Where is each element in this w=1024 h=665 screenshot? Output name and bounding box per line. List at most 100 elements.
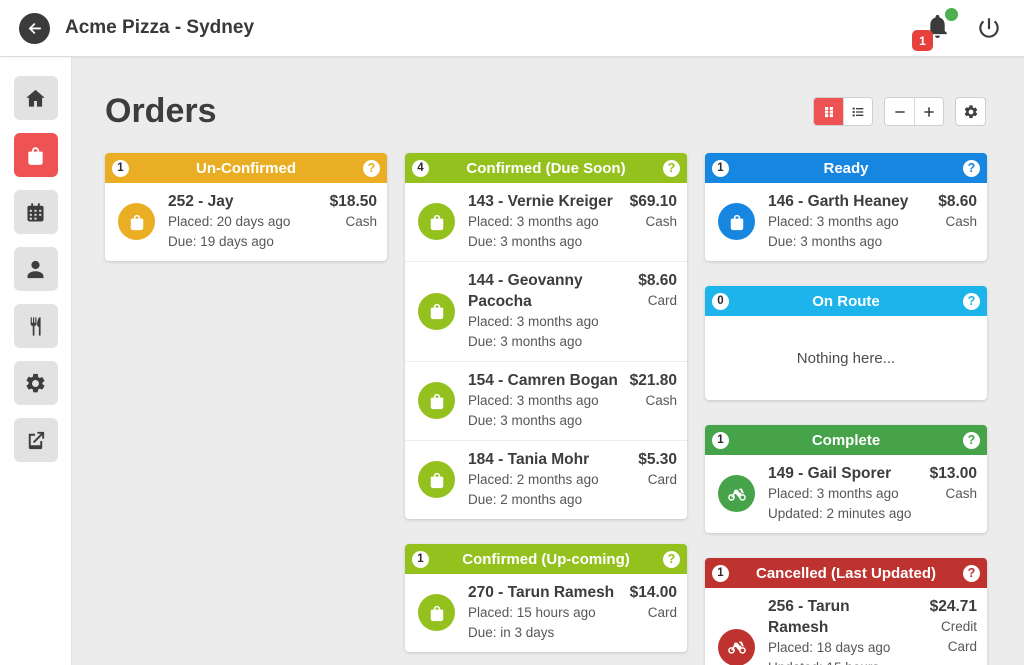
gear-icon bbox=[24, 372, 47, 395]
order-title: 146 - Garth Heaney bbox=[768, 193, 909, 210]
sidebar-item-menu[interactable] bbox=[13, 304, 58, 348]
user-icon bbox=[24, 258, 47, 281]
shopping-bag-icon bbox=[718, 203, 755, 240]
shopping-bag-icon bbox=[24, 144, 47, 167]
list-view-button[interactable] bbox=[843, 98, 872, 125]
order-payment: Card bbox=[647, 605, 677, 620]
sidebar-item-orders[interactable] bbox=[13, 133, 58, 177]
order-payment: Card bbox=[647, 293, 677, 308]
order-row[interactable]: 144 - Geovanny Pacocha Placed: 3 months … bbox=[405, 262, 687, 362]
order-row[interactable]: 256 - Tarun Ramesh Placed: 18 days ago U… bbox=[705, 588, 987, 665]
order-placed: Placed: 3 months ago bbox=[468, 314, 599, 329]
column-header: 1 Ready bbox=[705, 153, 987, 183]
count-badge: 1 bbox=[112, 159, 129, 177]
board-stack: 4 Confirmed (Due Soon) 143 - Vernie Krei… bbox=[405, 153, 687, 665]
column-confirmed-upcoming: 1 Confirmed (Up-coming) 270 - Tarun Rame… bbox=[405, 544, 687, 652]
order-due: Due: 19 days ago bbox=[168, 234, 274, 249]
order-title: 144 - Geovanny Pacocha bbox=[468, 272, 583, 310]
help-icon[interactable] bbox=[963, 159, 980, 177]
order-placed: Placed: 3 months ago bbox=[768, 214, 899, 229]
sidebar-item-home[interactable] bbox=[13, 76, 58, 120]
order-row[interactable]: 146 - Garth Heaney Placed: 3 months ago … bbox=[705, 183, 987, 261]
order-price: $21.80 bbox=[629, 372, 677, 389]
back-button[interactable] bbox=[19, 12, 50, 44]
topbar: Acme Pizza - Sydney 1 bbox=[0, 0, 1024, 57]
sidebar bbox=[0, 57, 72, 665]
help-icon[interactable] bbox=[963, 431, 980, 449]
order-price: $13.00 bbox=[929, 465, 977, 482]
count-badge: 1 bbox=[412, 550, 429, 568]
order-title: 149 - Gail Sporer bbox=[768, 465, 892, 482]
order-placed: Placed: 2 months ago bbox=[468, 472, 599, 487]
count-badge: 0 bbox=[712, 292, 729, 310]
sidebar-item-calendar[interactable] bbox=[13, 190, 58, 234]
order-payment: Credit Card bbox=[940, 619, 977, 654]
order-due: Due: 2 months ago bbox=[468, 492, 583, 507]
order-placed: Placed: 20 days ago bbox=[168, 214, 291, 229]
help-icon[interactable] bbox=[663, 159, 680, 177]
order-title: 143 - Vernie Kreiger bbox=[468, 193, 613, 210]
sidebar-item-settings[interactable] bbox=[13, 361, 58, 405]
zoom-controls bbox=[884, 97, 944, 126]
shopping-bag-icon bbox=[418, 382, 455, 419]
order-title: 154 - Camren Bogan bbox=[468, 372, 618, 389]
order-row[interactable]: 154 - Camren Bogan Placed: 3 months ago … bbox=[405, 362, 687, 441]
shopping-bag-icon bbox=[418, 461, 455, 498]
sidebar-item-external[interactable] bbox=[13, 418, 58, 462]
column-header: 0 On Route bbox=[705, 286, 987, 316]
board-toolbar bbox=[813, 97, 986, 126]
order-placed: Placed: 3 months ago bbox=[468, 393, 599, 408]
board-stack: 1 Un-Confirmed 252 - Jay Placed: 20 days… bbox=[105, 153, 387, 286]
app-title: Acme Pizza - Sydney bbox=[65, 17, 255, 38]
logout-button[interactable] bbox=[976, 15, 1002, 41]
help-icon[interactable] bbox=[963, 564, 980, 582]
order-price: $69.10 bbox=[629, 193, 677, 210]
zoom-out-button[interactable] bbox=[885, 98, 914, 125]
column-title: Un-Confirmed bbox=[196, 159, 296, 177]
order-placed: Placed: 3 months ago bbox=[768, 486, 899, 501]
order-price: $8.60 bbox=[938, 193, 977, 210]
help-icon[interactable] bbox=[363, 159, 380, 177]
help-icon[interactable] bbox=[663, 550, 680, 568]
order-payment: Cash bbox=[345, 214, 377, 229]
help-icon[interactable] bbox=[963, 292, 980, 310]
external-link-icon bbox=[24, 429, 47, 452]
calendar-icon bbox=[24, 201, 47, 224]
order-updated: Updated: 15 hours ago bbox=[768, 658, 905, 665]
motorcycle-icon bbox=[718, 628, 755, 665]
column-unconfirmed: 1 Un-Confirmed 252 - Jay Placed: 20 days… bbox=[105, 153, 387, 261]
order-row[interactable]: 252 - Jay Placed: 20 days ago Due: 19 da… bbox=[105, 183, 387, 261]
order-placed: Placed: 3 months ago bbox=[468, 214, 599, 229]
notifications-button[interactable]: 1 bbox=[912, 8, 958, 51]
count-badge: 1 bbox=[712, 431, 729, 449]
minus-icon bbox=[892, 104, 908, 120]
column-header: 1 Confirmed (Up-coming) bbox=[405, 544, 687, 574]
order-price: $5.30 bbox=[638, 451, 677, 468]
sidebar-item-customers[interactable] bbox=[13, 247, 58, 291]
power-icon bbox=[976, 15, 1002, 41]
page-title: Orders bbox=[105, 92, 217, 130]
order-payment: Cash bbox=[645, 214, 677, 229]
column-complete: 1 Complete 149 - Gail Sporer Placed: 3 m… bbox=[705, 425, 987, 533]
order-price: $24.71 bbox=[929, 598, 977, 615]
order-row[interactable]: 270 - Tarun Ramesh Placed: 15 hours ago … bbox=[405, 574, 687, 652]
shopping-bag-icon bbox=[418, 203, 455, 240]
order-placed: Placed: 18 days ago bbox=[768, 640, 891, 655]
order-row[interactable]: 184 - Tania Mohr Placed: 2 months ago Du… bbox=[405, 441, 687, 519]
count-badge: 1 bbox=[712, 159, 729, 177]
board-settings-button[interactable] bbox=[955, 97, 986, 126]
zoom-in-button[interactable] bbox=[914, 98, 943, 125]
home-icon bbox=[24, 87, 47, 110]
motorcycle-icon bbox=[718, 475, 755, 512]
shopping-bag-icon bbox=[418, 292, 455, 330]
order-due: Due: 3 months ago bbox=[768, 234, 883, 249]
order-row[interactable]: 143 - Vernie Kreiger Placed: 3 months ag… bbox=[405, 183, 687, 262]
grid-view-icon bbox=[821, 104, 837, 120]
count-badge: 1 bbox=[712, 564, 729, 582]
order-price: $8.60 bbox=[638, 272, 677, 289]
grid-view-button[interactable] bbox=[814, 98, 843, 125]
order-row[interactable]: 149 - Gail Sporer Placed: 3 months ago U… bbox=[705, 455, 987, 533]
column-title: Confirmed (Due Soon) bbox=[466, 159, 626, 177]
board-stack: 1 Ready 146 - Garth Heaney Placed: 3 mon… bbox=[705, 153, 987, 665]
column-confirmed-due-soon: 4 Confirmed (Due Soon) 143 - Vernie Krei… bbox=[405, 153, 687, 519]
